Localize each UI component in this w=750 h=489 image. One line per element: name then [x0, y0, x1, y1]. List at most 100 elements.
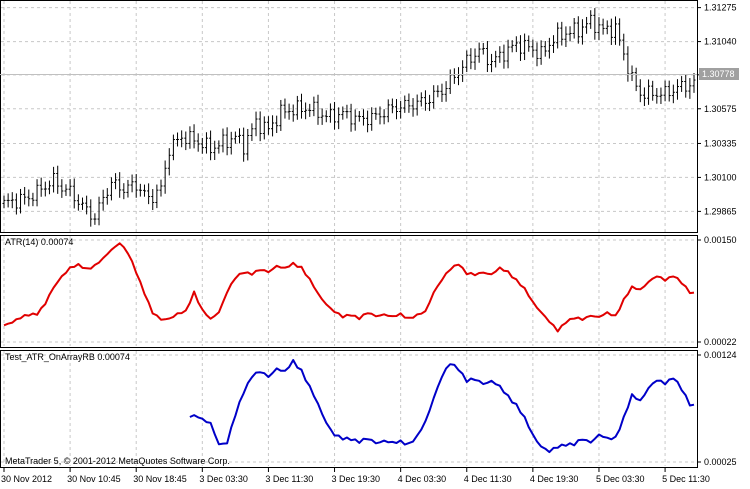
price-bar	[56, 165, 60, 194]
time-tick-label-5: 3 Dec 19:30	[332, 474, 381, 484]
time-tick-label-2: 30 Nov 18:45	[133, 474, 187, 484]
price-bar	[527, 35, 531, 52]
price-bar	[109, 177, 113, 201]
price-panel[interactable]: 1.312751.310401.308101.305751.303351.301…	[0, 0, 739, 233]
price-bar	[341, 106, 345, 120]
time-tick-label-7: 4 Dec 11:30	[464, 474, 512, 484]
time-tick-label-1: 30 Nov 10:45	[67, 474, 121, 484]
price-axis-tick-label-1: 1.31040	[704, 37, 737, 47]
price-bar	[118, 172, 122, 198]
price-bar	[403, 95, 407, 113]
test-atr-axis: 0.00124 0.00025	[697, 350, 737, 467]
price-bar	[659, 87, 663, 104]
price-bar	[407, 93, 411, 113]
price-bar	[572, 17, 576, 39]
price-bar	[233, 131, 237, 144]
price-bar	[19, 188, 23, 214]
price-bar	[275, 115, 279, 134]
price-bar	[473, 48, 477, 70]
test-atr-panel-border	[0, 350, 698, 468]
price-bar	[370, 107, 374, 131]
price-bar	[213, 140, 217, 161]
price-bar	[242, 127, 246, 162]
price-bar	[72, 178, 76, 209]
price-bar	[432, 85, 436, 109]
price-bar	[163, 160, 167, 194]
price-bar	[626, 46, 630, 82]
price-bar	[167, 148, 171, 176]
price-bar	[304, 102, 308, 120]
price-bar	[184, 131, 188, 151]
price-bar	[543, 41, 547, 57]
price-bar	[279, 99, 283, 131]
test-atr-indicator-label: Test_ATR_OnArrayRB 0.00074	[5, 352, 130, 362]
price-bar	[225, 127, 229, 156]
price-bar	[155, 184, 159, 209]
price-bar	[576, 16, 580, 44]
price-bar	[147, 183, 151, 205]
price-bar	[366, 110, 370, 133]
price-axis-tick-label-4: 1.30335	[704, 138, 737, 148]
price-bar	[494, 50, 498, 68]
price-bar	[535, 42, 539, 67]
price-bar	[176, 132, 180, 147]
price-bar	[642, 87, 646, 107]
price-bar	[47, 180, 51, 195]
price-bar	[684, 74, 688, 98]
price-bar	[390, 98, 394, 114]
price-bar	[556, 22, 560, 49]
price-bar	[180, 130, 184, 148]
atr-axis-tick-label-1: 0.00022	[704, 337, 737, 347]
price-bar	[423, 90, 427, 111]
atr-axis-tick-label-0: 0.00150	[704, 235, 737, 245]
price-bar	[81, 197, 85, 210]
atr-panel[interactable]: ATR(14) 0.00074 0.00150 0.00022	[0, 235, 737, 348]
price-bar	[465, 50, 469, 73]
price-bar	[692, 73, 696, 93]
price-bar	[324, 110, 328, 123]
price-bar	[382, 109, 386, 125]
price-bars	[2, 8, 696, 227]
price-bar	[68, 179, 72, 197]
price-bar	[151, 189, 155, 210]
price-bar	[101, 189, 105, 211]
price-bar	[196, 133, 200, 152]
price-bar	[204, 132, 208, 154]
current-price-tag-box	[699, 68, 739, 80]
price-bar	[138, 183, 142, 197]
price-bar	[122, 183, 126, 200]
price-bar	[399, 100, 403, 119]
price-bar	[580, 19, 584, 45]
test-atr-grid	[1, 351, 697, 466]
price-bar	[568, 26, 572, 42]
price-axis-tick-label-5: 1.30100	[704, 172, 737, 182]
price-bar	[506, 39, 510, 69]
price-bar	[114, 173, 118, 190]
time-tick-label-9: 5 Dec 03:30	[596, 474, 645, 484]
price-bar	[618, 18, 622, 46]
price-bar	[333, 101, 337, 130]
price-bar	[395, 99, 399, 120]
price-bar	[680, 76, 684, 92]
test-atr-panel[interactable]: Test_ATR_OnArrayRB 0.00074 0.00124 0.0002…	[0, 350, 737, 468]
price-bar	[651, 80, 655, 101]
price-bar	[597, 17, 601, 41]
price-bar	[518, 35, 522, 61]
atr-series-line	[3, 242, 695, 333]
price-bar	[291, 104, 295, 122]
time-tick-label-3: 3 Dec 03:30	[199, 474, 248, 484]
current-price-tag: 1.30778	[699, 68, 739, 80]
price-bar	[246, 128, 250, 161]
price-bar	[386, 99, 390, 123]
price-bar	[638, 79, 642, 103]
price-bar	[238, 128, 242, 144]
price-bar	[316, 94, 320, 125]
price-bar	[613, 16, 617, 45]
price-axis: 1.312751.310401.308101.305751.303351.301…	[697, 3, 737, 216]
test-atr-axis-tick-label-0: 0.00124	[704, 350, 737, 360]
price-bar	[262, 116, 266, 140]
price-bar	[337, 107, 341, 130]
price-bar	[287, 103, 291, 120]
price-bar	[552, 35, 556, 53]
time-tick-label-8: 4 Dec 19:30	[530, 474, 579, 484]
